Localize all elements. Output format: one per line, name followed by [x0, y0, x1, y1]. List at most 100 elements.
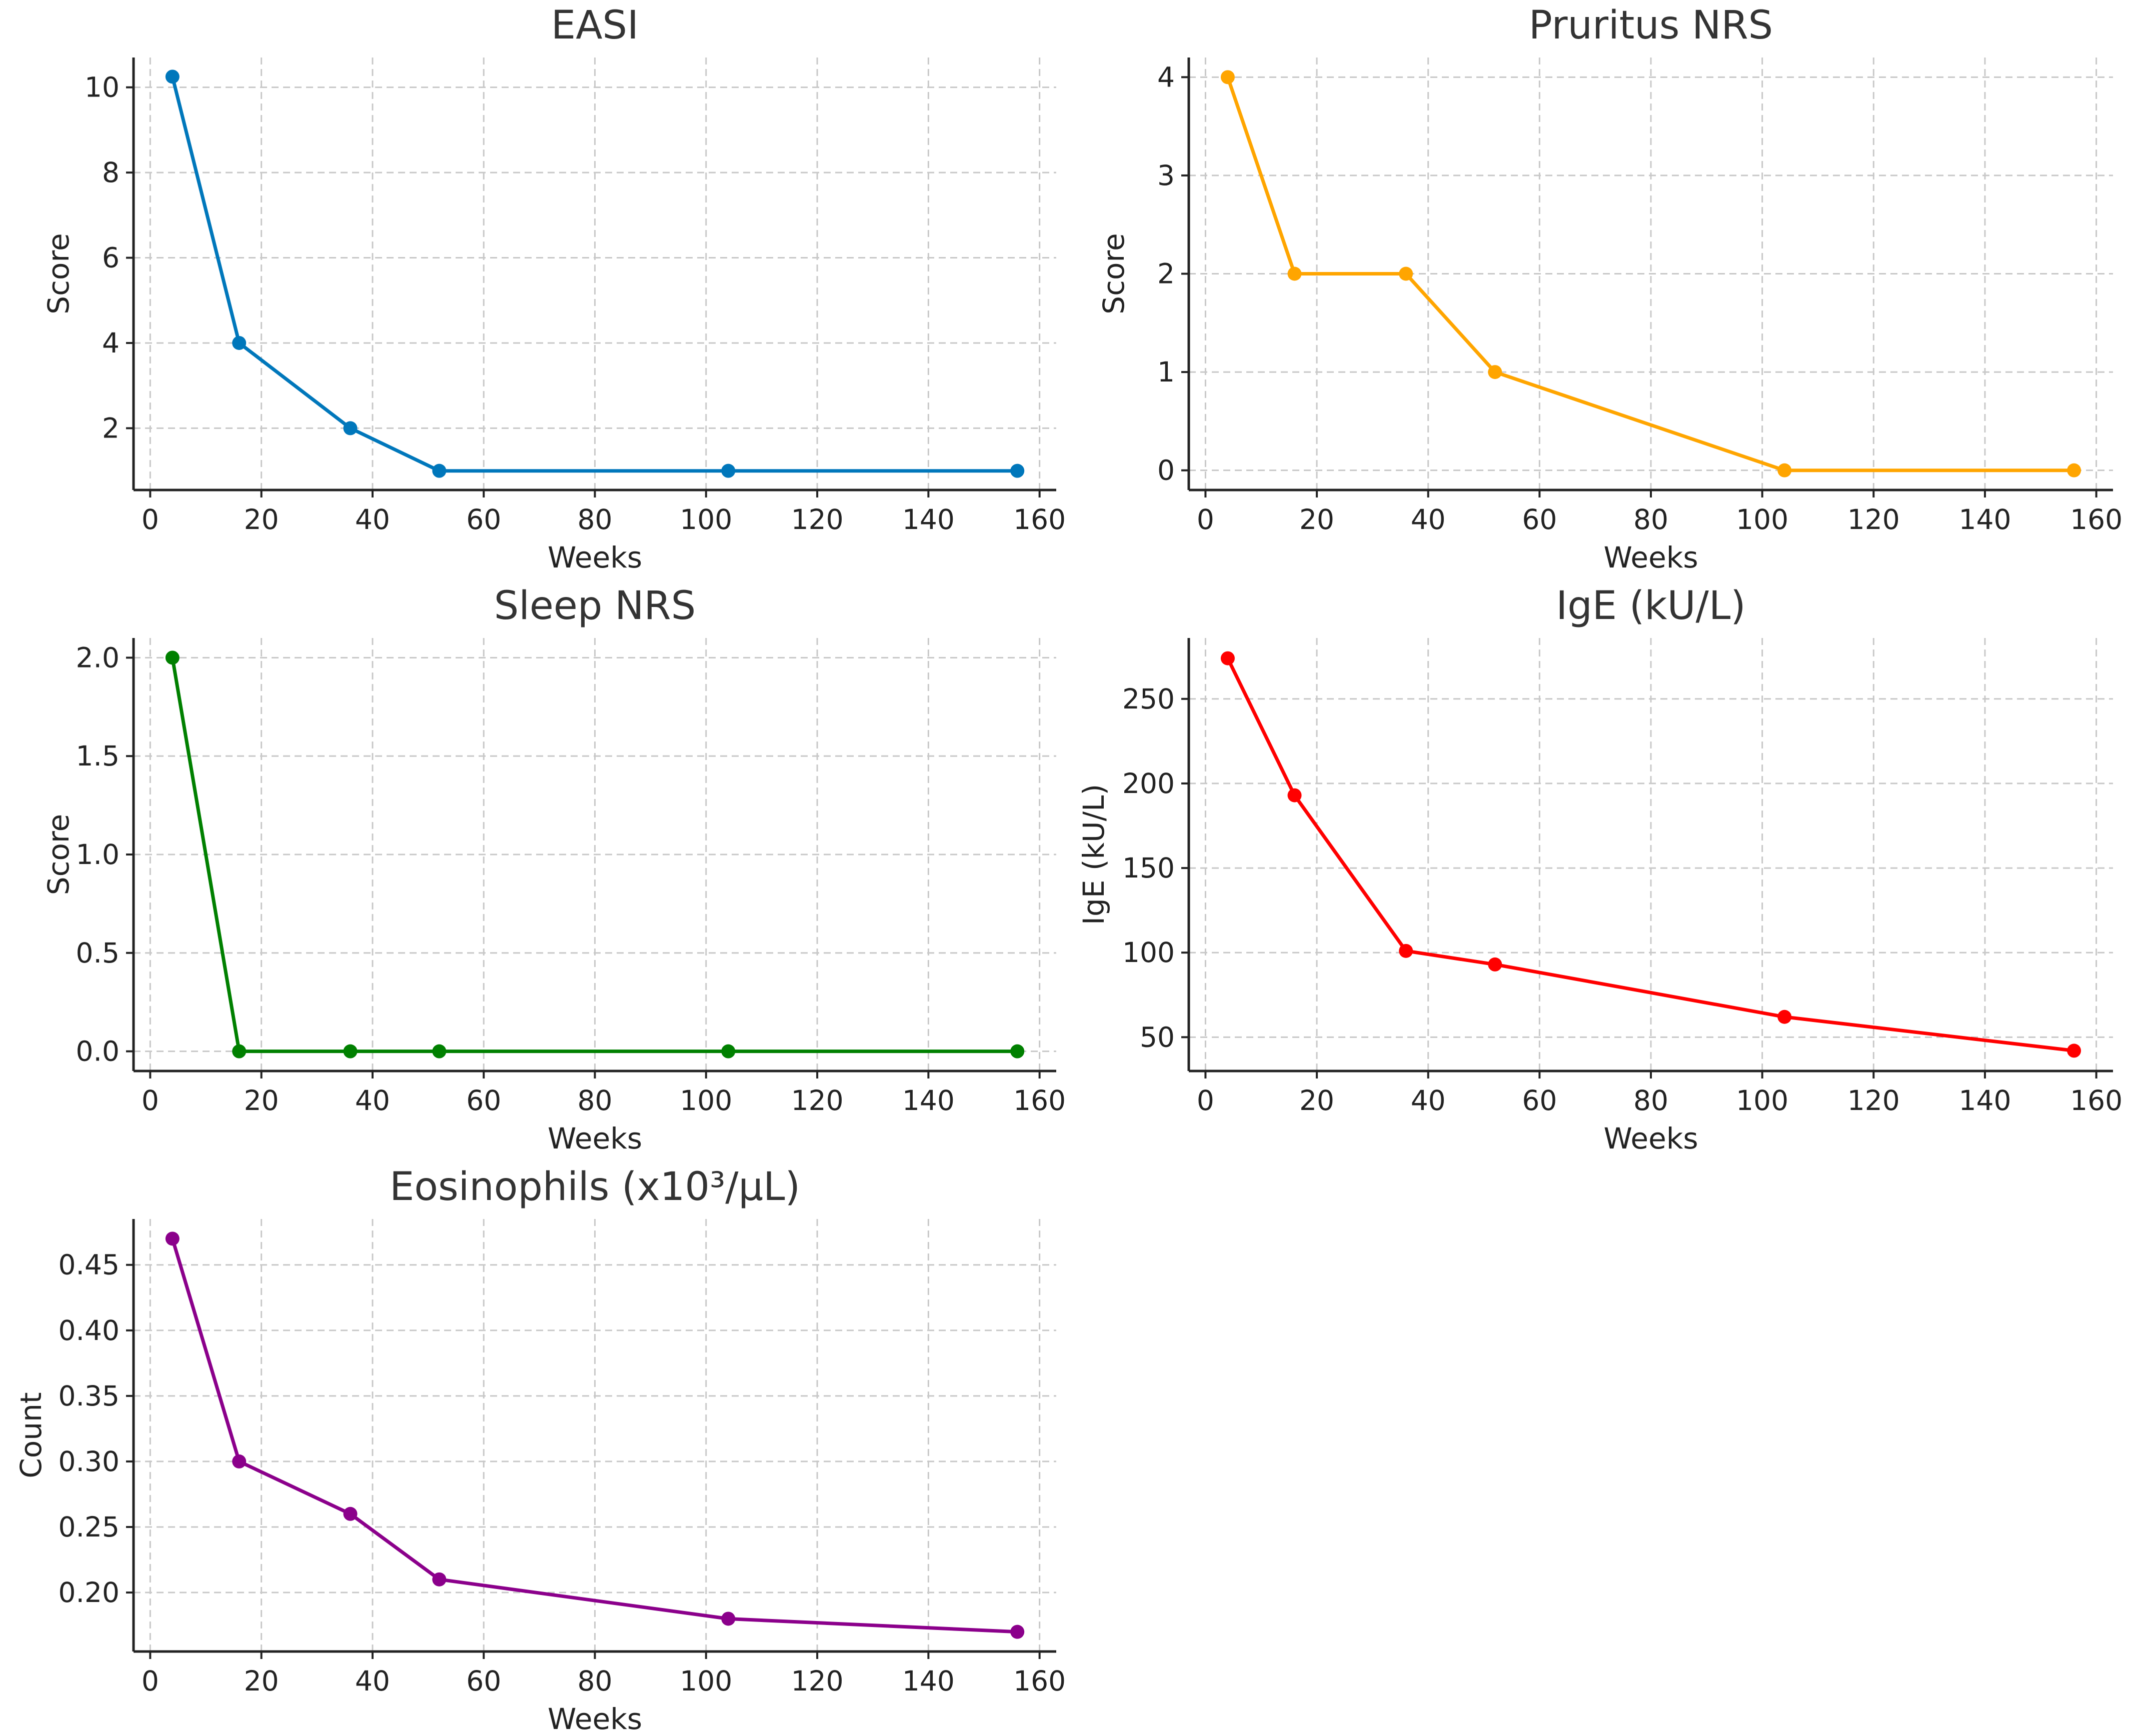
x-tick-label: 100 — [1736, 504, 1788, 536]
y-tick-label: 0.0 — [76, 1036, 120, 1068]
y-tick-label: 0.45 — [59, 1249, 120, 1281]
x-tick-label: 120 — [791, 1665, 844, 1697]
x-tick-label: 20 — [1299, 504, 1334, 536]
data-point — [432, 1044, 447, 1058]
y-tick-label: 1.0 — [76, 838, 120, 870]
y-axis-label: Score — [1097, 233, 1131, 314]
data-point — [1777, 1010, 1792, 1024]
y-tick-label: 250 — [1122, 683, 1175, 715]
x-tick-label: 40 — [355, 1665, 390, 1697]
x-tick-label: 40 — [1411, 504, 1446, 536]
data-point — [721, 464, 736, 478]
data-point — [2067, 463, 2081, 478]
x-tick-label: 160 — [1013, 504, 1066, 536]
chart-panel-4: 0 20 40 60 80 100 120 140 160 50 100 150 200 250 IgE (… — [1077, 584, 2122, 1156]
data-point — [1287, 788, 1302, 802]
x-tick-label: 80 — [578, 1084, 613, 1116]
series-line — [1226, 656, 2076, 1052]
series-line — [171, 656, 1019, 1054]
data-point — [343, 1506, 358, 1521]
x-tick-label: 120 — [791, 1084, 844, 1116]
chart-title: IgE (kU/L) — [1556, 584, 1745, 628]
y-axis-label: Score — [42, 814, 76, 895]
y-axis-label: Count — [14, 1392, 48, 1478]
y-tick-label: 10 — [85, 72, 120, 104]
chart-title: Sleep NRS — [494, 584, 696, 628]
x-tick-label: 140 — [902, 1084, 955, 1116]
x-tick-label: 100 — [1736, 1084, 1788, 1116]
x-tick-label: 140 — [1958, 1084, 2011, 1116]
x-axis-label: Weeks — [548, 1122, 642, 1156]
chart-title: Pruritus NRS — [1529, 3, 1773, 48]
y-axis-label: IgE (kU/L) — [1077, 784, 1111, 925]
x-tick-label: 80 — [578, 504, 613, 536]
x-axis-label: Weeks — [548, 1702, 642, 1736]
data-point — [165, 70, 180, 84]
x-axis-label: Weeks — [548, 540, 642, 574]
x-tick-label: 60 — [1522, 504, 1557, 536]
x-tick-label: 40 — [1411, 1084, 1446, 1116]
data-point — [343, 421, 358, 436]
x-tick-label: 20 — [1299, 1084, 1334, 1116]
x-tick-label: 100 — [680, 1665, 732, 1697]
y-tick-label: 0.25 — [59, 1511, 120, 1543]
y-tick-label: 0.30 — [59, 1446, 120, 1478]
data-point — [2067, 1044, 2081, 1058]
y-tick-label: 150 — [1122, 852, 1175, 884]
y-tick-label: 8 — [102, 156, 120, 188]
chart-panel-2: 0 20 40 60 80 100 120 140 160 0 1 2 3 4 Pruritus NRS We… — [1097, 3, 2122, 574]
y-tick-label: 50 — [1140, 1021, 1175, 1053]
series-line — [171, 1236, 1019, 1634]
data-point — [165, 650, 180, 665]
y-tick-label: 2.0 — [76, 642, 120, 674]
data-point — [432, 464, 447, 478]
series-line — [171, 74, 1019, 473]
y-tick-label: 100 — [1122, 936, 1175, 968]
x-tick-label: 160 — [2070, 504, 2122, 536]
data-point — [721, 1612, 736, 1626]
x-tick-label: 20 — [244, 1665, 279, 1697]
x-tick-label: 140 — [902, 504, 955, 536]
data-point — [1488, 365, 1502, 380]
series-line — [1226, 75, 2076, 472]
x-tick-label: 40 — [355, 1084, 390, 1116]
x-tick-label: 160 — [1013, 1084, 1066, 1116]
x-tick-label: 120 — [1847, 1084, 1900, 1116]
y-tick-label: 2 — [102, 412, 120, 444]
x-tick-label: 120 — [1847, 504, 1900, 536]
data-point — [1220, 70, 1235, 84]
y-tick-label: 1.5 — [76, 740, 120, 772]
chart-panel-1: 0 20 40 60 80 100 120 140 160 2 4 6 8 10 EASI Weeks Scor… — [42, 3, 1066, 574]
x-tick-label: 0 — [142, 1084, 159, 1116]
data-point — [1220, 651, 1235, 666]
data-point — [1399, 266, 1413, 281]
chart-panel-3: 0 20 40 60 80 100 120 140 160 0.0 0.5 1.0 1.5 2.0 Slee… — [42, 584, 1066, 1156]
data-point — [343, 1044, 358, 1058]
x-tick-label: 60 — [1522, 1084, 1557, 1116]
data-point — [1777, 463, 1792, 478]
y-tick-label: 0.20 — [59, 1576, 120, 1608]
x-tick-label: 140 — [1958, 504, 2011, 536]
y-tick-label: 2 — [1157, 258, 1175, 290]
data-point — [1010, 1624, 1025, 1639]
x-tick-label: 60 — [466, 1665, 501, 1697]
y-tick-label: 4 — [102, 327, 120, 359]
data-point — [232, 1454, 247, 1468]
y-tick-label: 4 — [1157, 61, 1175, 93]
y-tick-label: 1 — [1157, 356, 1175, 388]
x-tick-label: 160 — [1013, 1665, 1066, 1697]
x-tick-label: 120 — [791, 504, 844, 536]
data-point — [1010, 1044, 1025, 1058]
x-tick-label: 20 — [244, 1084, 279, 1116]
x-tick-label: 60 — [466, 1084, 501, 1116]
x-tick-label: 100 — [680, 1084, 732, 1116]
y-tick-label: 0.40 — [59, 1314, 120, 1346]
data-point — [1287, 266, 1302, 281]
x-tick-label: 60 — [466, 504, 501, 536]
chart-panel-5: 0 20 40 60 80 100 120 140 160 0.20 0.25 0.30 0.35 0.4… — [14, 1164, 1066, 1736]
x-tick-label: 20 — [244, 504, 279, 536]
data-point — [165, 1232, 180, 1246]
data-point — [1010, 464, 1025, 478]
data-point — [1488, 957, 1502, 972]
